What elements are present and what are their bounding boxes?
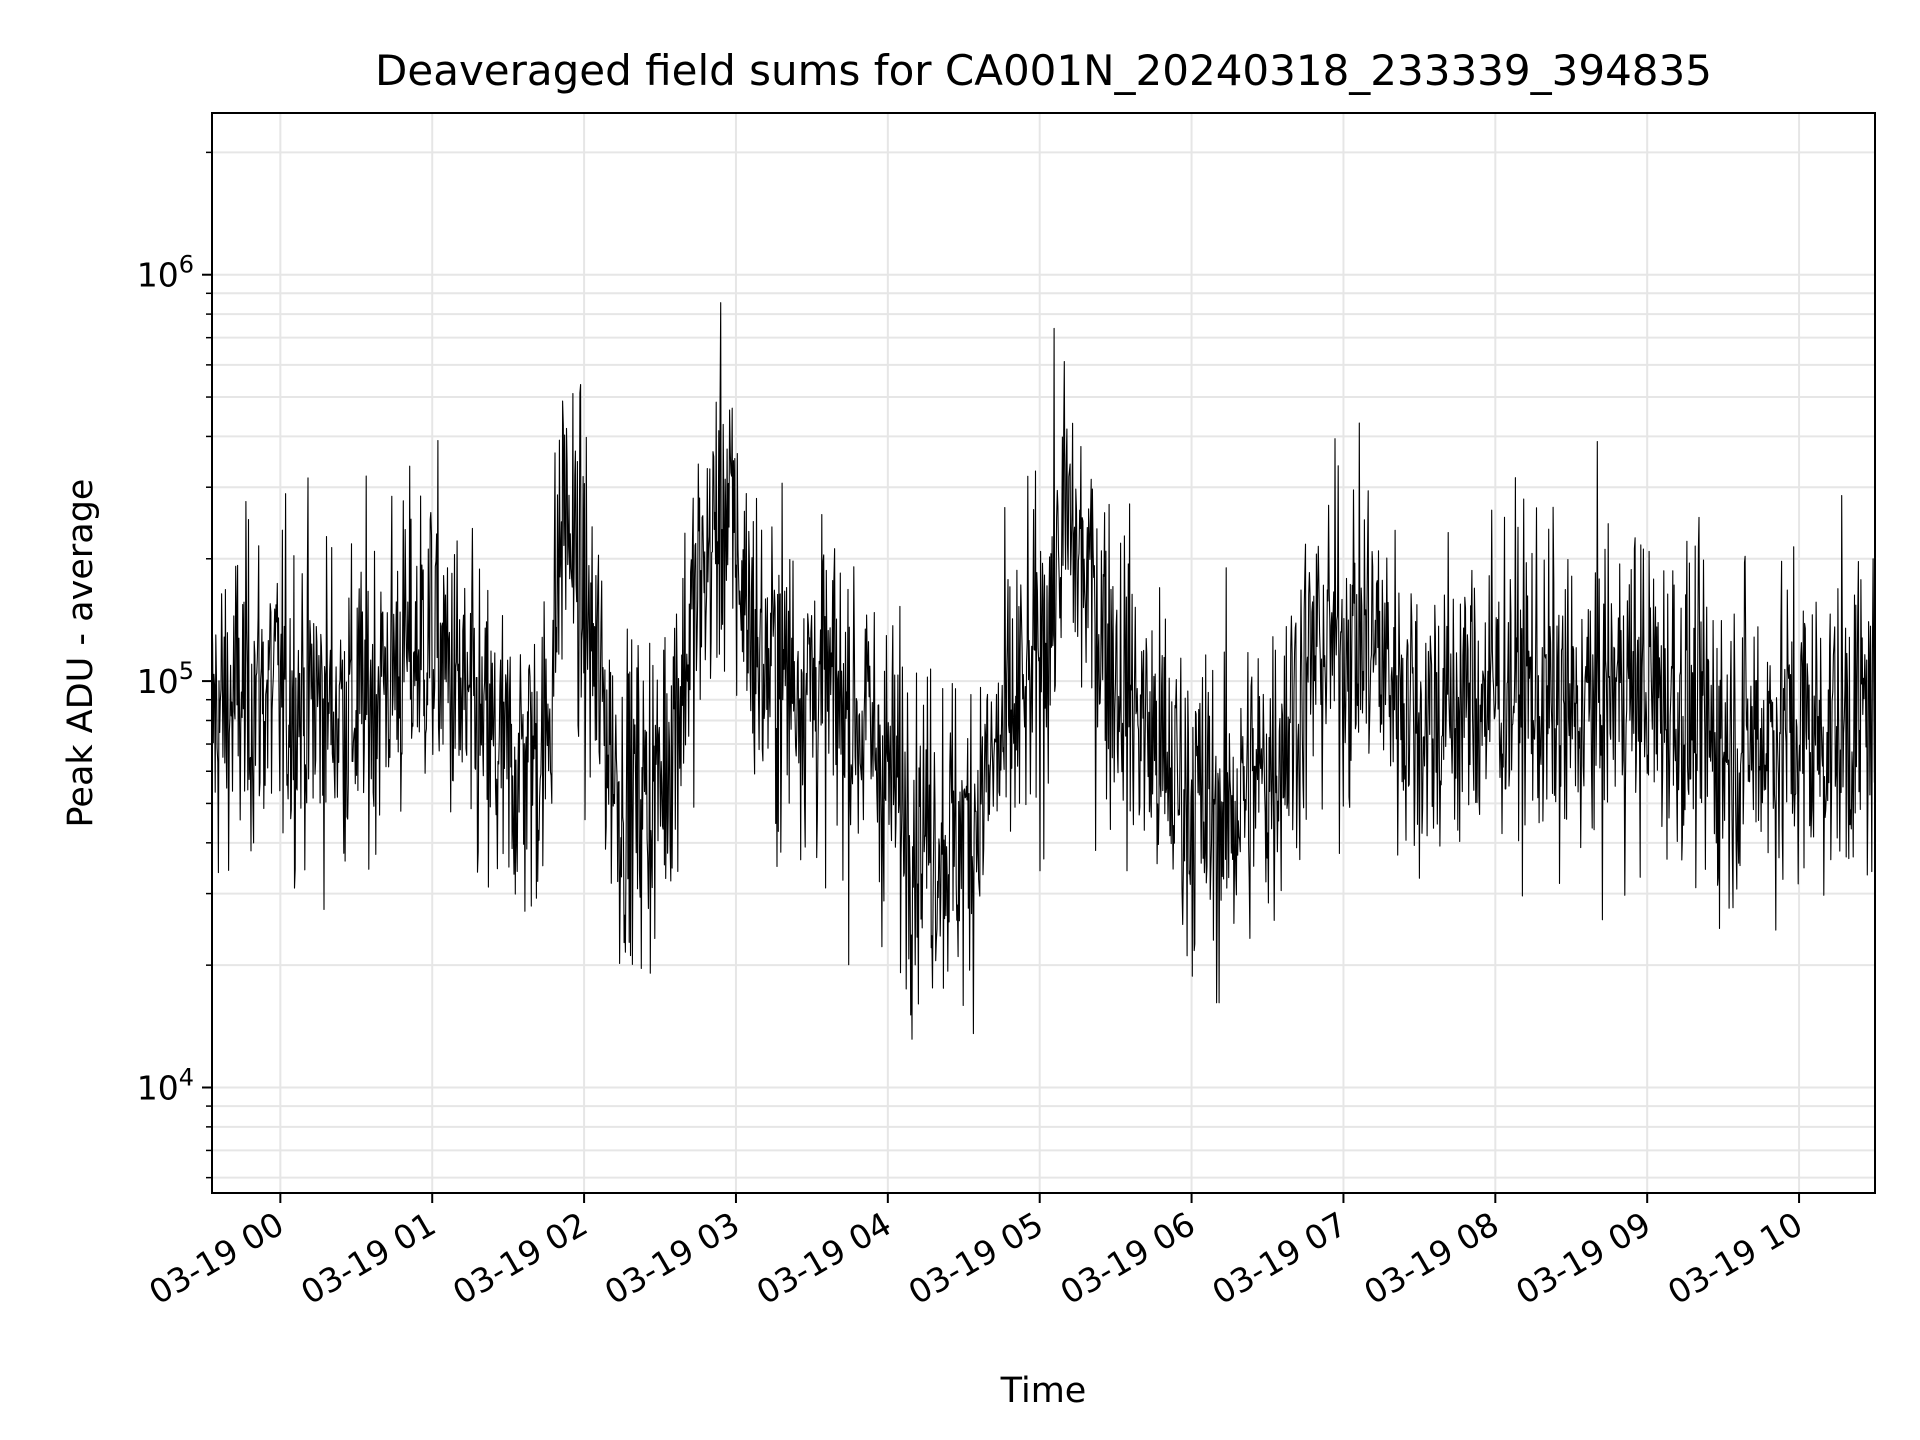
series-group [211, 302, 1876, 1040]
y-tick-label: 106 [137, 251, 194, 295]
y-tick-label: 105 [137, 657, 194, 701]
x-axis-label: Time [1000, 1371, 1087, 1411]
chart-title: Deaveraged field sums for CA001N_2024031… [375, 46, 1712, 95]
series-line [211, 302, 1876, 1040]
y-axis-label: Peak ADU - average [61, 479, 101, 828]
y-axis: 104 105 106 [137, 151, 212, 1179]
plot-frame [211, 112, 1876, 1194]
y-tick-label: 104 [137, 1063, 194, 1107]
